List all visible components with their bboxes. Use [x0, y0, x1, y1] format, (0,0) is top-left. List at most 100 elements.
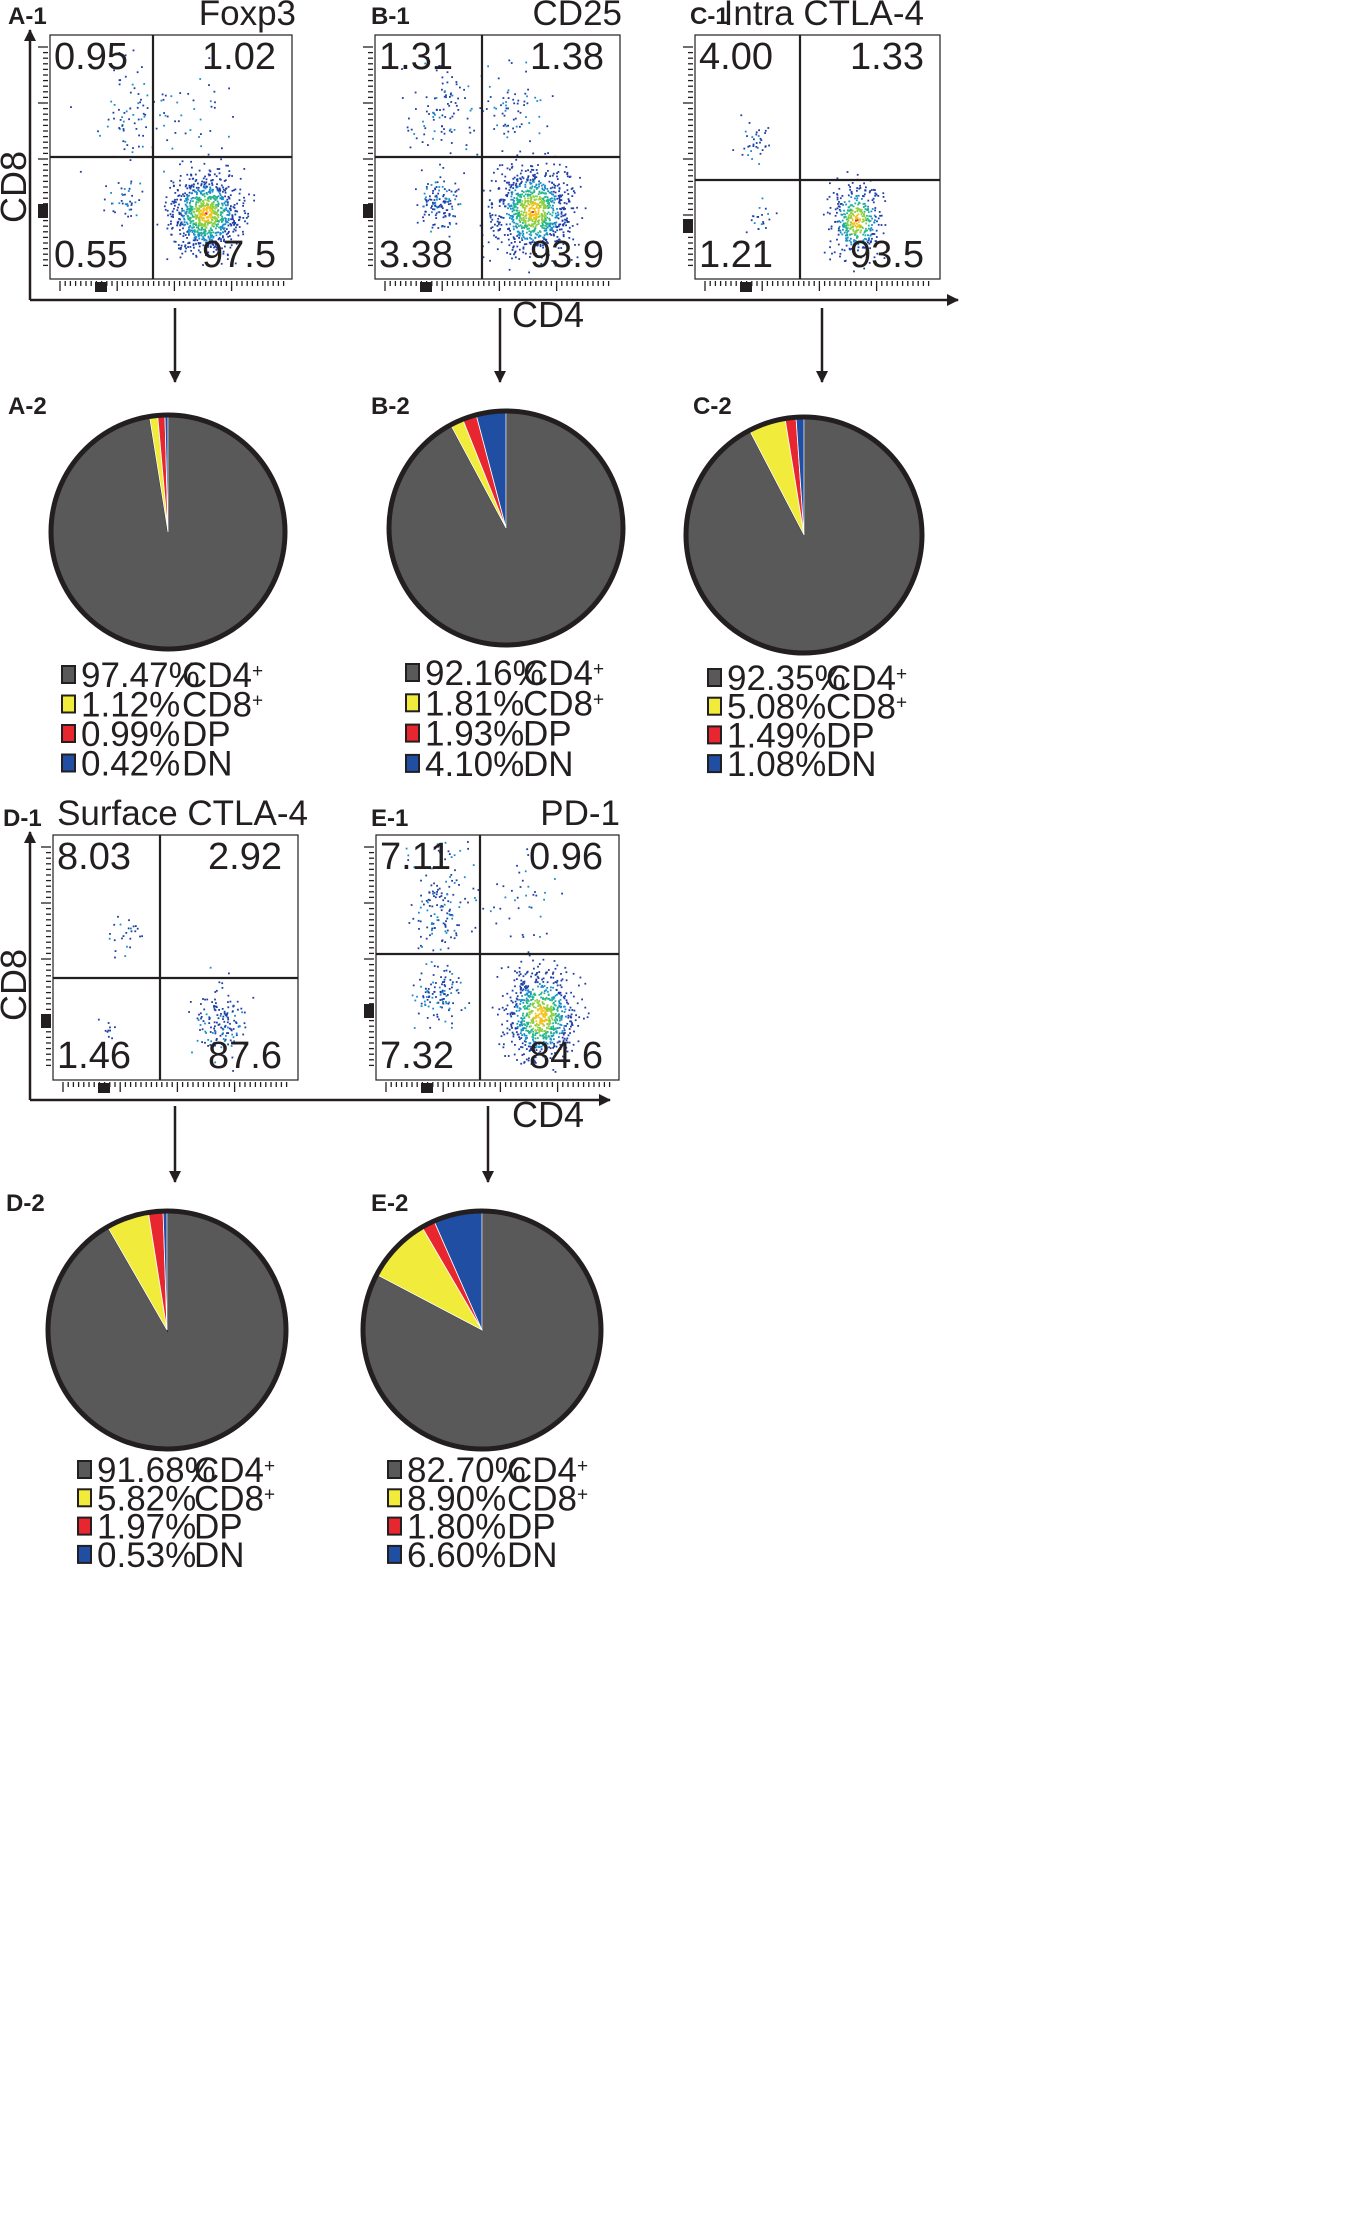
legend-superscript: +: [593, 689, 604, 710]
legend-superscript: +: [252, 690, 263, 711]
legend-swatch-cd4: [61, 665, 76, 684]
legend-superscript: +: [577, 1484, 588, 1505]
legend-percent: 8.90%: [407, 1479, 506, 1518]
x-axis-label: CD4: [512, 294, 584, 335]
x-axis-label: CD4: [512, 1094, 584, 1135]
quadrant-ll-value: 1.46: [57, 1035, 131, 1077]
pie-outline: [45, 1208, 289, 1452]
quadrant-lr-value: 84.6: [529, 1035, 603, 1077]
legend-name: DN: [507, 1536, 558, 1575]
legend-percent: 82.70%: [407, 1451, 526, 1490]
event-dots: [70, 49, 256, 266]
quadrant-lr-value: 87.6: [208, 1035, 282, 1077]
event-dots: [401, 57, 587, 274]
pie-outline: [48, 412, 288, 652]
flow-plot-E-1: E-1 PD-1 7.11 0.96 7.32 84.6: [364, 794, 620, 1093]
legend-swatch-cd4: [77, 1460, 92, 1479]
legend-swatch-dn: [387, 1544, 402, 1564]
legend-percent: 1.08%: [727, 745, 826, 784]
quadrant-ll-value: 1.21: [699, 234, 773, 276]
legend-name: DP: [194, 1508, 243, 1547]
marker-label: Surface CTLA-4: [57, 794, 308, 833]
quadrant-ur-value: 0.96: [529, 836, 603, 878]
legend-name: CD8+: [507, 1479, 588, 1518]
legend-name: DN: [523, 745, 574, 784]
legend-swatch-cd8: [707, 696, 722, 716]
panel-label: D-2: [6, 1190, 45, 1217]
quadrant-lr-value: 97.5: [202, 234, 276, 276]
pie-chart-D-2: D-2 91.68%CD4+5.82%CD8+1.97%DP0.53%DN: [6, 1190, 289, 1575]
legend-name: CD4+: [507, 1451, 588, 1490]
legend-percent: 1.93%: [425, 715, 524, 754]
flow-plot-B-1: B-1 CD25 1.31 1.38 3.38 93.9: [363, 0, 622, 292]
event-dots: [732, 114, 887, 273]
legend-superscript: +: [577, 1456, 588, 1477]
legend-percent: 92.16%: [425, 654, 544, 693]
pie-outline: [683, 414, 925, 656]
legend-swatch-dp: [707, 725, 722, 745]
legend-swatch-dp: [405, 723, 420, 743]
pie-chart-C-2: C-2 92.35%CD4+5.08% CD8+1.49% DP1.08% DN: [683, 393, 925, 784]
axis-ticks: [683, 46, 930, 292]
legend-name: DP: [182, 715, 231, 754]
legend-percent: 97.47%: [81, 656, 200, 695]
legend-swatch-dp: [61, 724, 76, 743]
pie-legend: 92.35%CD4+5.08% CD8+1.49% DP1.08% DN: [707, 659, 907, 784]
legend-swatch-cd8: [387, 1488, 402, 1508]
legend-swatch-cd8: [405, 693, 420, 713]
legend-swatch-dn: [77, 1544, 92, 1564]
pie-legend: 92.16%CD4+1.81%CD8+1.93%DP4.10%DN: [405, 654, 604, 784]
legend-superscript: +: [264, 1484, 275, 1505]
panel-label: B-1: [371, 3, 410, 30]
quadrant-lr-value: 93.9: [530, 234, 604, 276]
legend-percent: 1.97%: [97, 1508, 196, 1547]
legend-swatch-dp: [387, 1516, 402, 1536]
pie-chart-E-2: E-2 82.70%CD4+8.90% CD8+1.80% DP6.60% DN: [360, 1190, 604, 1575]
legend-percent: 1.80%: [407, 1508, 506, 1547]
legend-name: CD4+: [826, 659, 907, 698]
legend-swatch-cd4: [387, 1460, 402, 1479]
quadrant-ul-value: 1.31: [379, 36, 453, 78]
legend-percent: 91.68%: [97, 1451, 216, 1490]
legend-percent: 1.81%: [425, 684, 524, 723]
quadrant-ur-value: 1.02: [202, 36, 276, 78]
y-axis-label: CD8: [0, 151, 34, 223]
legend-superscript: +: [593, 659, 604, 680]
quadrant-lr-value: 93.5: [850, 234, 924, 276]
marker-label: PD-1: [540, 794, 620, 833]
legend-superscript: +: [264, 1456, 275, 1477]
quadrant-ul-value: 0.95: [54, 36, 128, 78]
legend-percent: 1.49%: [727, 716, 826, 755]
quadrant-ur-value: 1.38: [530, 36, 604, 78]
legend-percent: 4.10%: [425, 745, 524, 784]
legend-name: CD8+: [182, 686, 263, 725]
plot-frame: [375, 834, 620, 1081]
legend-swatch-dn: [707, 754, 722, 774]
legend-name: DP: [507, 1508, 556, 1547]
legend-name: CD4+: [182, 656, 263, 695]
panel-label: C-1: [690, 3, 729, 30]
pie-outline: [386, 408, 626, 648]
axis-ticks: [364, 846, 611, 1093]
legend-superscript: +: [252, 661, 263, 682]
plot-frame: [52, 834, 299, 1081]
pie-legend: 97.47%CD4+1.12% CD8+0.99% DP0.42% DN: [61, 656, 263, 784]
panel-label: E-1: [371, 805, 408, 832]
legend-name: CD8+: [523, 684, 604, 723]
legend-percent: 0.99%: [81, 715, 180, 754]
legend-name: DN: [826, 745, 877, 784]
panel-label: D-1: [3, 805, 42, 832]
panel-label: A-2: [8, 393, 47, 420]
legend-percent: 0.42%: [81, 745, 180, 784]
marker-label: CD25: [533, 0, 622, 33]
event-dots: [97, 915, 255, 1072]
quadrant-ul-value: 8.03: [57, 836, 131, 878]
legend-name: CD4+: [523, 654, 604, 693]
legend-swatch-dn: [405, 753, 420, 773]
pie-chart-B-2: B-2 92.16%CD4+1.81%CD8+1.93%DP4.10%DN: [371, 393, 626, 784]
legend-swatch-cd4: [707, 668, 722, 687]
event-dots: [405, 841, 590, 1073]
panel-label: C-2: [693, 393, 732, 420]
